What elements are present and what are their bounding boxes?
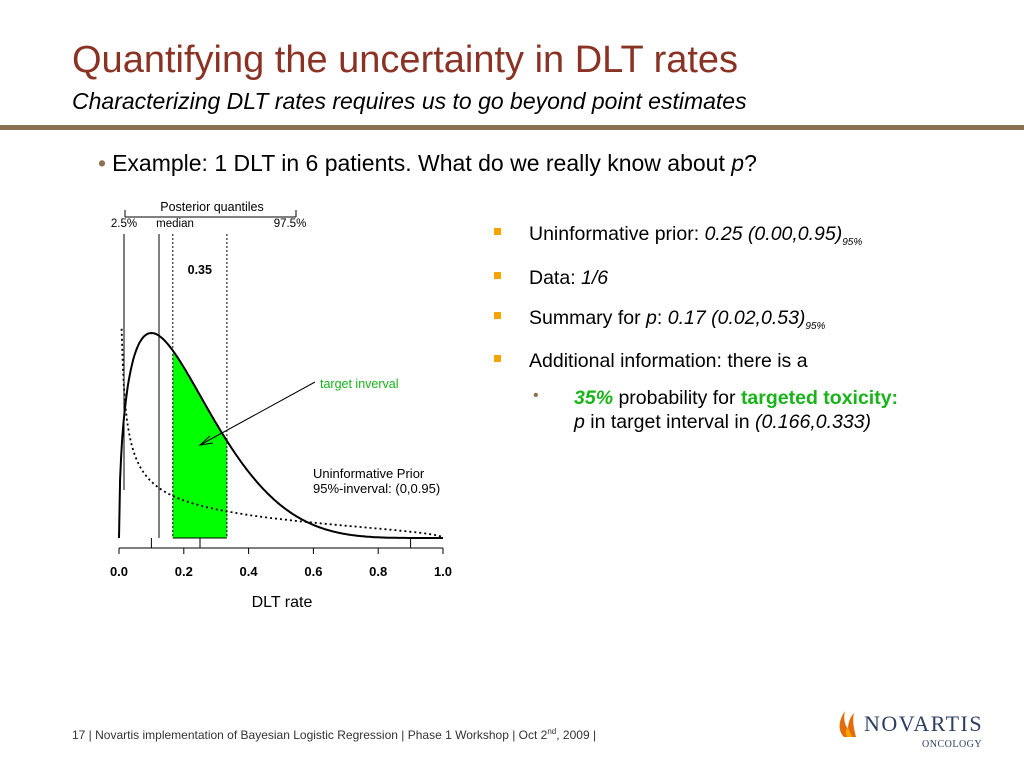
q025-label: 2.5% bbox=[111, 218, 137, 230]
example-question-mark: ? bbox=[744, 150, 757, 176]
bullet-dot: • bbox=[98, 150, 107, 176]
footer-end: , 2009 | bbox=[556, 728, 597, 742]
x-axis-ticks: 0.0 0.2 0.4 0.6 0.8 1.0 bbox=[110, 538, 452, 579]
data-label: Data: bbox=[529, 266, 582, 289]
slide-title: Quantifying the uncertainty in DLT rates bbox=[72, 39, 739, 81]
q975-label: 97.5% bbox=[274, 218, 307, 230]
bullet-square-icon bbox=[494, 355, 501, 363]
additional-text: Additional information: there is a bbox=[529, 350, 808, 373]
example-bullet: • Example: 1 DLT in 6 patients. What do w… bbox=[98, 150, 757, 177]
target-arrow-head bbox=[198, 435, 214, 446]
x-tick-label: 1.0 bbox=[434, 564, 452, 579]
bullet-square-icon bbox=[494, 311, 501, 319]
bullet-data: Data: 1/6 bbox=[490, 266, 1010, 290]
probability-value: 35% bbox=[574, 386, 614, 409]
prior-annotation-line2: 95%-inverval: (0,0.95) bbox=[313, 481, 440, 496]
logo-name: NOVARTIS bbox=[864, 711, 984, 736]
bullet-additional: Additional information: there is a bbox=[490, 349, 1010, 373]
footer-text: 17 | Novartis implementation of Bayesian… bbox=[72, 728, 548, 742]
quantiles-header: Posterior quantiles bbox=[160, 200, 264, 214]
bullet-prior: Uninformative prior: 0.25 (0.00,0.95)95% bbox=[490, 222, 1010, 250]
target-interval-label: target inverval bbox=[320, 377, 399, 391]
posterior-density-line bbox=[118, 331, 443, 539]
flame-icon bbox=[839, 711, 856, 737]
probability-text: probability for bbox=[613, 386, 741, 409]
x-tick-label: 0.0 bbox=[110, 564, 128, 579]
bullet-square-icon bbox=[494, 271, 501, 279]
summary-colon: : bbox=[656, 306, 668, 329]
dlt-density-chart: Posterior quantiles 2.5% median 97.5% 0.… bbox=[110, 200, 452, 611]
sub-bullet-probability: • 35% probability for targeted toxicity:… bbox=[533, 386, 934, 435]
x-axis-label: DLT rate bbox=[252, 594, 313, 611]
prior-label: Uninformative prior: bbox=[529, 223, 705, 245]
summary-subscript: 95% bbox=[805, 320, 826, 332]
title-divider bbox=[0, 125, 1024, 130]
summary-value: 0.17 (0.02,0.53) bbox=[667, 306, 806, 329]
x-tick-label: 0.4 bbox=[240, 564, 259, 579]
footer-superscript: nd bbox=[547, 727, 557, 736]
prior-value: 0.25 (0.00,0.95) bbox=[704, 223, 843, 245]
example-variable: p bbox=[731, 150, 745, 176]
interval-variable: p bbox=[574, 411, 585, 434]
bullet-square-icon bbox=[494, 228, 501, 235]
x-tick-label: 0.8 bbox=[369, 564, 387, 579]
prior-annotation-line1: Uninformative Prior bbox=[313, 466, 425, 481]
summary-variable: p bbox=[646, 306, 657, 329]
interval-range: (0.166,0.333) bbox=[755, 411, 872, 434]
slide-subtitle: Characterizing DLT rates requires us to … bbox=[72, 88, 747, 114]
x-tick-label: 0.2 bbox=[175, 564, 193, 579]
median-label: median bbox=[156, 218, 194, 230]
prior-subscript: 95% bbox=[842, 237, 863, 248]
x-tick-label: 0.6 bbox=[304, 564, 322, 579]
logo-division: ONCOLOGY bbox=[922, 739, 983, 750]
bullet-summary: Summary for p: 0.17 (0.02,0.53)95% bbox=[490, 306, 1010, 334]
sub-bullet-dot: • bbox=[533, 386, 539, 404]
target-interval-fill bbox=[172, 350, 227, 538]
summary-label: Summary for bbox=[529, 306, 647, 329]
example-text: Example: 1 DLT in 6 patients. What do we… bbox=[112, 150, 732, 176]
interval-text: in target interval in bbox=[584, 411, 756, 434]
target-probability-label: 0.35 bbox=[188, 263, 212, 277]
bullet-list: Uninformative prior: 0.25 (0.00,0.95)95%… bbox=[490, 222, 1010, 435]
data-value: 1/6 bbox=[581, 266, 609, 289]
target-arrow bbox=[199, 381, 316, 446]
targeted-toxicity: targeted toxicity: bbox=[740, 386, 899, 409]
novartis-logo: NOVARTIS ONCOLOGY bbox=[836, 705, 986, 753]
footer: 17 | Novartis implementation of Bayesian… bbox=[72, 727, 596, 742]
